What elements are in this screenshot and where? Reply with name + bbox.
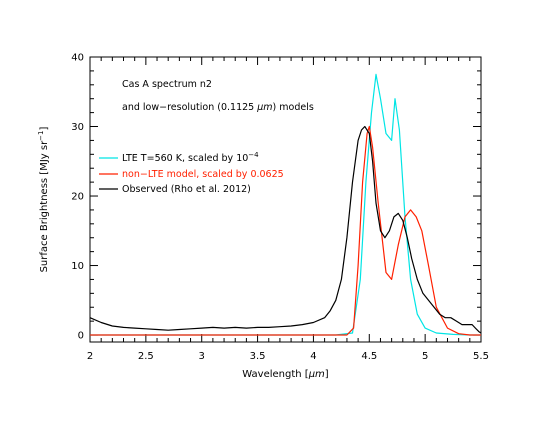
y-axis-label-exp: −1 (37, 130, 45, 140)
plot-frame (89, 56, 482, 343)
annotation-line-2-pre: and low−resolution (0.1125 (122, 102, 257, 113)
x-tick-label: 3.5 (250, 351, 266, 362)
y-axis-label-text: Surface Brightness [MJy sr (39, 140, 50, 273)
x-tick-label: 2 (87, 351, 93, 362)
x-tick-label: 5.5 (473, 351, 489, 362)
legend-label-lte: LTE T=560 K, scaled by 10−4 (122, 151, 259, 164)
x-axis-label-unit: μm (308, 369, 325, 380)
series-line-observed (89, 125, 482, 334)
y-axis-label-close: ] (39, 126, 50, 130)
legend-label-lte-text: LTE T=560 K, scaled by 10 (122, 153, 248, 164)
x-axis-ticks: 2 2.5 3 3.5 4 4.5 5 5.5 (87, 57, 489, 362)
legend-label-observed: Observed (Rho et al. 2012) (122, 184, 251, 195)
annotation-line-1: Cas A spectrum n2 (122, 79, 212, 90)
legend-label-lte-exp: −4 (248, 151, 259, 159)
x-axis-label-text: Wavelength [ (242, 369, 308, 380)
x-tick-label: 5 (422, 351, 428, 362)
series-line-lte (90, 73, 481, 336)
x-axis-label: Wavelength [μm] (242, 369, 329, 380)
x-tick-label: 4.5 (361, 351, 377, 362)
annotation-line-2: and low−resolution (0.1125 μm) models (122, 102, 314, 113)
legend: LTE T=560 K, scaled by 10−4 non−LTE mode… (99, 151, 284, 195)
x-tick-label: 4 (310, 351, 316, 362)
annotation-line-2-post: ) models (273, 102, 314, 113)
x-tick-label: 3 (199, 351, 205, 362)
x-axis-label-close: ] (325, 369, 329, 380)
y-axis-label: Surface Brightness [MJy sr−1] (37, 126, 50, 272)
y-tick-label: 30 (71, 122, 84, 133)
x-tick-label: 2.5 (138, 351, 154, 362)
series-group (89, 73, 482, 336)
y-tick-label: 0 (78, 331, 84, 342)
y-tick-label: 40 (71, 53, 84, 64)
y-tick-label: 20 (71, 192, 84, 203)
y-tick-label: 10 (71, 261, 84, 272)
legend-label-nonlte: non−LTE model, scaled by 0.0625 (122, 169, 284, 180)
annotation-line-2-unit: μm (256, 102, 272, 113)
series-line-nonlte (90, 125, 481, 336)
y-axis-ticks: 0 10 20 30 40 (71, 53, 481, 342)
